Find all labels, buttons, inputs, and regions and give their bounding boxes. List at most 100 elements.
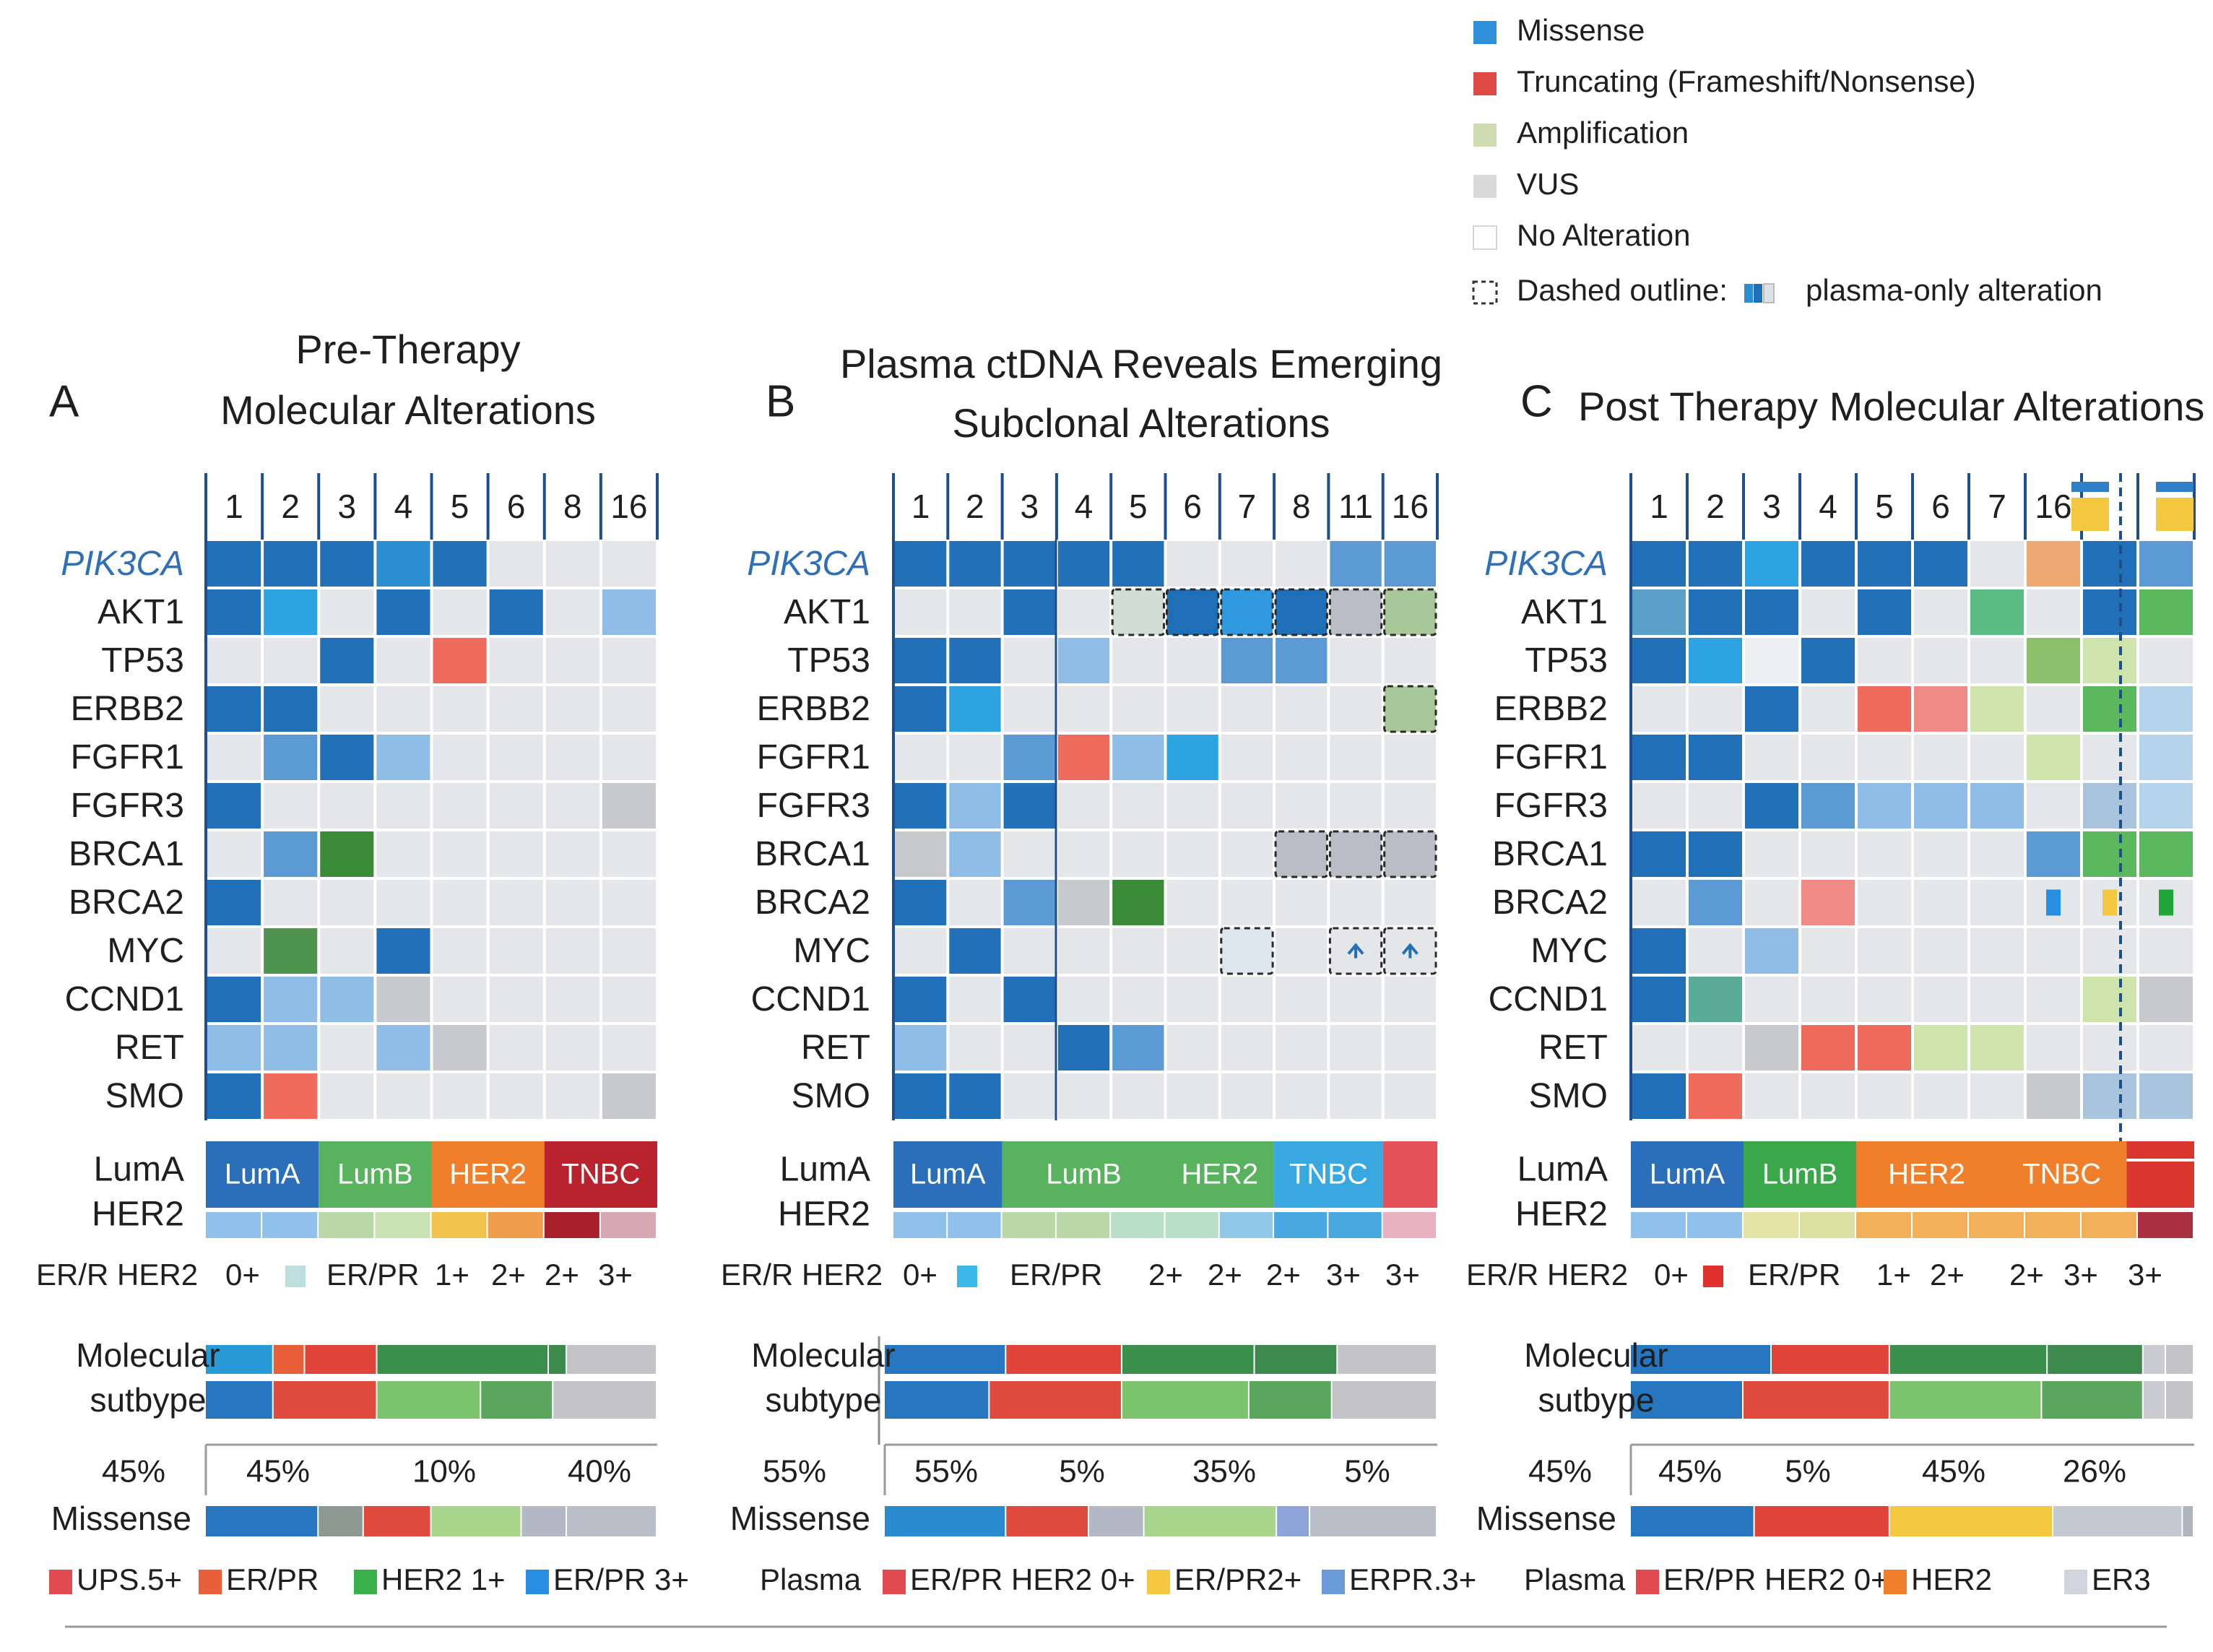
heatmap-cell	[2083, 686, 2136, 732]
heatmap-cell	[1276, 735, 1328, 780]
subtype-strip-cell	[544, 1212, 599, 1238]
status-label: 3+	[1326, 1258, 1361, 1292]
missense-label: Missense	[730, 1500, 870, 1537]
heatmap-cell	[1384, 541, 1436, 587]
heatmap-cell	[1632, 880, 1686, 925]
heatmap-cell	[1274, 588, 1328, 636]
heatmap-cell	[1745, 928, 1798, 974]
heatmap-cell	[1914, 638, 1967, 683]
heatmap-cell	[1632, 589, 1686, 635]
heatmap-cell	[949, 1073, 1001, 1119]
heatmap-cell	[949, 735, 1001, 780]
heatmap-cell	[2139, 735, 2193, 780]
heatmap-cell	[433, 638, 487, 683]
heatmap-cell	[207, 977, 261, 1022]
heatmap-cell	[1221, 1073, 1273, 1119]
heatmap-cell	[545, 880, 599, 925]
bottom-legend-label: ERPR.3+	[1349, 1562, 1476, 1596]
heatmap-cell	[1221, 977, 1273, 1022]
heatmap-cell	[1745, 783, 1798, 829]
heatmap-cell	[2027, 638, 2080, 683]
gene-label: BRCA2	[1492, 883, 1608, 922]
heatmap-cell	[1221, 541, 1273, 587]
heatmap-cell	[320, 1025, 374, 1071]
subtype-block	[1631, 1141, 1744, 1208]
gene-label: SMO	[105, 1077, 184, 1115]
heatmap-cell	[949, 880, 1001, 925]
heatmap-cell	[1003, 541, 1055, 587]
heatmap-cell	[1632, 831, 1686, 877]
heatmap-cell	[1801, 880, 1855, 925]
bottom-legend-label: ER/PR 3+	[553, 1562, 689, 1596]
gene-label: FGFR1	[71, 738, 184, 777]
percentage-label: 10%	[412, 1454, 476, 1489]
subtype-block	[206, 1141, 319, 1208]
heatmap-cell	[2139, 831, 2193, 877]
legend-label: plasma-only alteration	[1806, 273, 2102, 307]
heatmap-cell	[895, 1025, 947, 1071]
heatmap-cell	[433, 928, 487, 974]
heatmap-cell	[320, 686, 374, 732]
heatmap-cell	[1801, 1025, 1855, 1071]
heatmap-cell	[320, 928, 374, 974]
heatmap-cell	[1274, 830, 1328, 878]
heatmap-cell	[433, 977, 487, 1022]
heatmap-cell	[264, 977, 318, 1022]
heatmap-cell	[1383, 588, 1437, 636]
missense-bar-segment	[1631, 1506, 1754, 1536]
heatmap-cell	[2139, 928, 2193, 974]
heatmap-cell	[433, 589, 487, 635]
status-swatch	[285, 1266, 306, 1287]
heatmap-cell	[1057, 928, 1110, 974]
heatmap-cell	[545, 589, 599, 635]
heatmap-cell	[1112, 541, 1164, 587]
bottom-legend-swatch	[883, 1570, 906, 1594]
heatmap-cell	[1858, 783, 1911, 829]
heatmap-cell	[1689, 831, 1742, 877]
heatmap-cell-marker	[2159, 889, 2173, 916]
heatmap-cell	[1801, 638, 1855, 683]
molecular-bar-segment	[273, 1381, 376, 1419]
heatmap-cell	[1858, 1025, 1911, 1071]
column-label: 16	[2035, 488, 2071, 525]
heatmap-cell	[1057, 977, 1110, 1022]
heatmap-cell	[320, 1073, 374, 1119]
legend-label: VUS	[1517, 167, 1579, 201]
molecular-bar-segment	[567, 1345, 656, 1374]
heatmap-cell	[1276, 686, 1328, 732]
heatmap-cell	[1970, 880, 2024, 925]
heatmap-cell	[376, 589, 430, 635]
legend-label: Amplification	[1517, 116, 1689, 150]
heatmap-cell	[545, 638, 599, 683]
grid-bg	[206, 540, 657, 1120]
heatmap-cell	[1276, 638, 1328, 683]
mini-swatch	[1744, 284, 1753, 303]
heatmap-cell	[1166, 928, 1218, 974]
subtype-strip-cell	[1056, 1212, 1110, 1238]
heatmap-cell	[320, 880, 374, 925]
heatmap-cell	[1801, 928, 1855, 974]
column-label: 2	[1706, 488, 1725, 525]
status-label: 0+	[225, 1258, 260, 1292]
heatmap-cell	[1384, 638, 1436, 683]
gene-label: MYC	[107, 932, 184, 970]
heatmap-cell	[376, 1073, 430, 1119]
heatmap-cell	[2083, 589, 2136, 635]
gene-label: SMO	[1529, 1077, 1608, 1115]
gene-label: FGFR3	[1494, 787, 1608, 825]
status-swatch	[1703, 1266, 1723, 1287]
heatmap-cell	[1632, 1073, 1686, 1119]
subtype-block	[1997, 1141, 2127, 1208]
legend-swatch	[1473, 175, 1497, 198]
subtype-block	[2126, 1141, 2194, 1208]
column-label: 1	[911, 488, 930, 525]
gene-label: RET	[115, 1029, 184, 1067]
subtype-strip-cell	[262, 1212, 318, 1238]
column-label: 5	[1875, 488, 1894, 525]
heatmap-cell	[1801, 977, 1855, 1022]
heatmap-cell	[2083, 1025, 2136, 1071]
heatmap-cell	[264, 686, 318, 732]
molecular-bar-segment	[1744, 1381, 1889, 1419]
molecular-bar-segment	[1249, 1381, 1331, 1419]
bottom-legend-label: Plasma	[760, 1562, 862, 1596]
